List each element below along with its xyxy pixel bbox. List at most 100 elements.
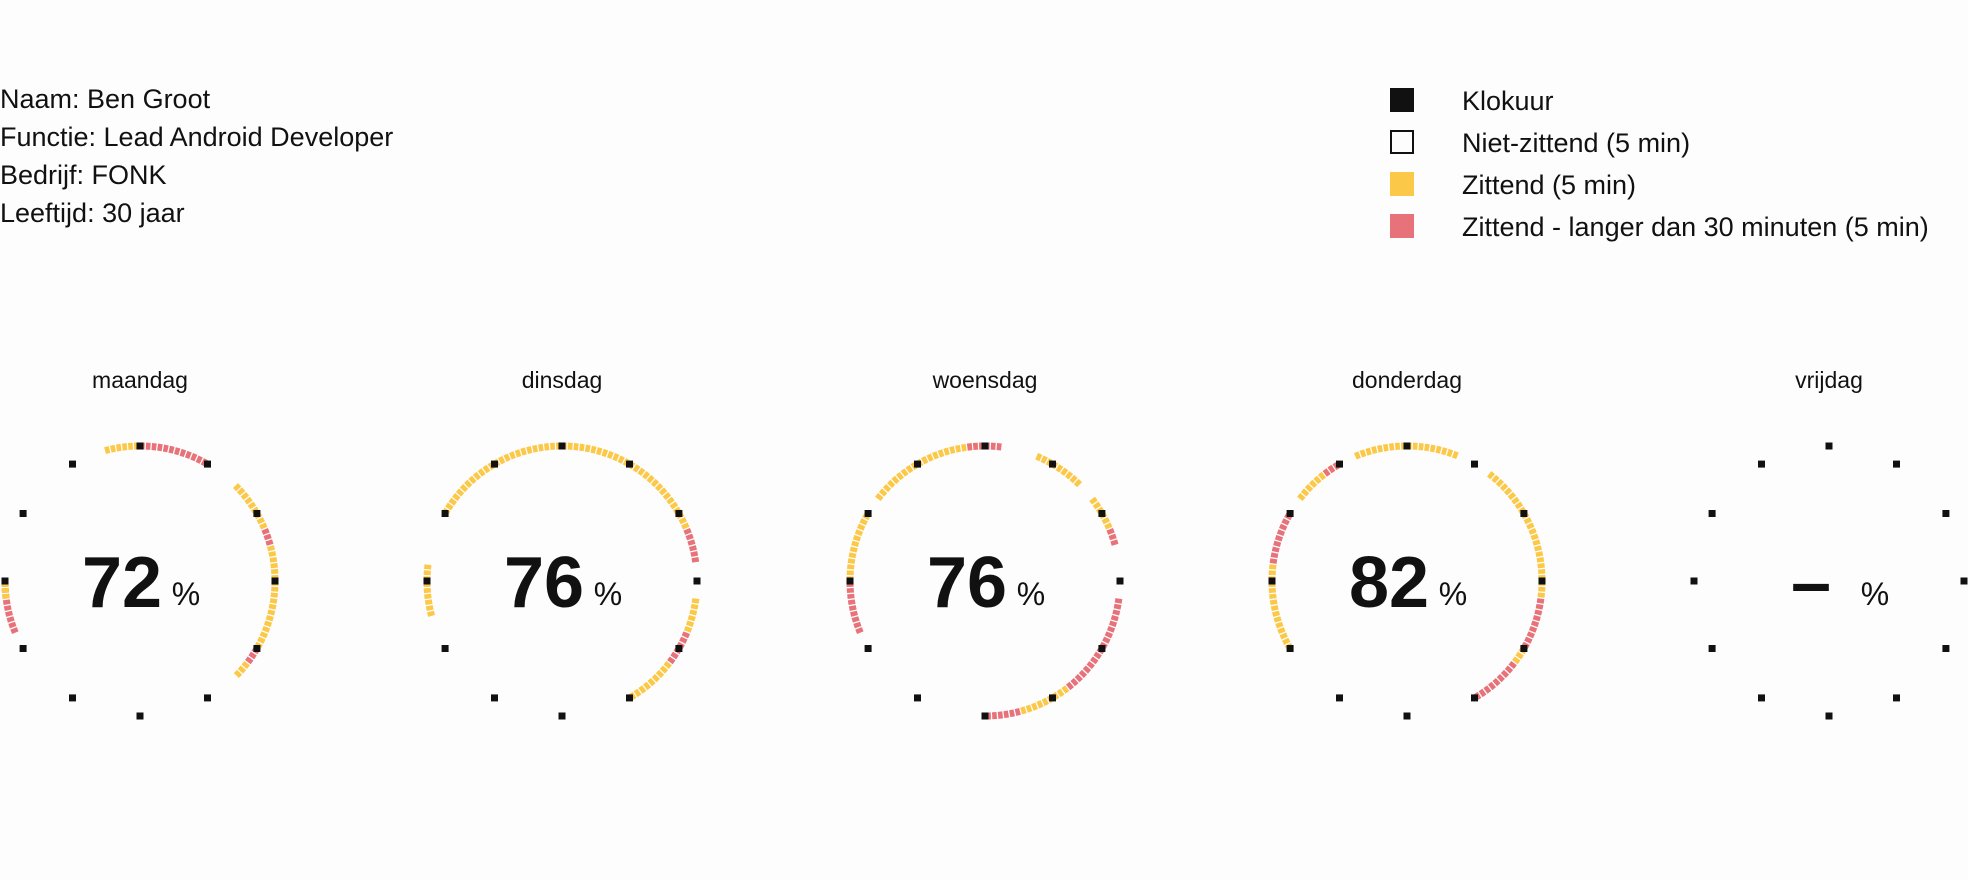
hour-marker — [1471, 460, 1478, 468]
sitting-segment — [1018, 685, 1070, 715]
sitting-segment — [1354, 442, 1408, 460]
legend-swatch-hour — [1390, 88, 1414, 112]
hour-marker — [1893, 694, 1900, 702]
day-chart-donderdag: donderdag 82% — [1268, 367, 1546, 720]
day-chart-vrijdag: vrijdag –% — [1690, 367, 1968, 720]
percent-unit: % — [594, 576, 622, 612]
sitting-segment — [442, 442, 563, 516]
percent-value: 82 — [1349, 543, 1429, 623]
sitting-segment — [1035, 453, 1083, 489]
hour-marker — [626, 694, 633, 702]
hour-marker — [136, 712, 144, 720]
sitting-long-segment — [1106, 528, 1119, 548]
hour-marker — [204, 460, 211, 468]
hour-marker — [1403, 442, 1411, 450]
hour-marker — [1893, 460, 1900, 468]
hour-marker — [423, 577, 431, 585]
sitting-segment — [846, 511, 872, 582]
legend-swatch-sitting — [1390, 172, 1414, 196]
hour-marker — [1049, 694, 1056, 702]
sitting-segment — [875, 442, 986, 501]
sitting-long-segment — [1322, 461, 1342, 477]
legend-label-not-sitting: Niet-zittend (5 min) — [1462, 128, 1691, 158]
sitting-segment — [1089, 496, 1113, 531]
hour-marker — [1336, 460, 1343, 468]
sitting-segment — [232, 483, 268, 531]
hour-marker — [1286, 645, 1294, 652]
hour-marker — [1825, 442, 1833, 450]
hour-marker — [491, 694, 498, 702]
sitting-long-segment — [984, 708, 1021, 720]
profile-role: Functie: Lead Android Developer — [0, 122, 394, 152]
hour-marker — [136, 442, 144, 450]
hour-marker — [253, 510, 261, 517]
percent-unit: % — [172, 576, 200, 612]
hour-marker — [69, 460, 76, 468]
hour-marker — [1336, 694, 1343, 702]
hour-marker — [1116, 577, 1124, 585]
hour-marker — [1403, 712, 1411, 720]
hour-marker — [441, 510, 449, 517]
hour-marker — [693, 577, 701, 585]
hour-marker — [626, 460, 633, 468]
percent-unit: % — [1017, 576, 1045, 612]
sitting-long-segment — [139, 442, 210, 468]
hour-marker — [441, 645, 449, 652]
hour-marker — [981, 442, 989, 450]
sitting-segment — [1406, 442, 1460, 460]
sitting-segment — [232, 661, 250, 679]
hour-marker — [864, 510, 872, 517]
hour-marker — [1825, 712, 1833, 720]
hour-marker — [914, 694, 921, 702]
percent-value: 76 — [927, 543, 1007, 623]
hour-marker — [1286, 510, 1294, 517]
hour-marker — [1960, 577, 1968, 585]
hour-marker — [1538, 577, 1546, 585]
day-label: maandag — [92, 367, 188, 393]
hour-marker — [675, 645, 683, 652]
hour-marker — [1268, 577, 1276, 585]
legend-swatch-not-sitting — [1390, 130, 1414, 154]
hour-marker — [1708, 510, 1716, 517]
sitting-long-segment — [1065, 598, 1123, 691]
sitting-segment — [104, 442, 141, 454]
sitting-segment — [267, 545, 279, 600]
percent-unit: % — [1439, 576, 1467, 612]
hour-marker — [558, 442, 566, 450]
sitting-segment — [561, 442, 660, 489]
sitting-segment — [253, 598, 278, 651]
sitting-segment — [1487, 471, 1546, 600]
sitting-long-segment — [261, 528, 274, 548]
profile-age: Leeftijd: 30 jaar — [0, 198, 185, 228]
sitting-segment — [627, 661, 672, 701]
sitting-long-segment — [683, 528, 700, 564]
day-chart-dinsdag: dinsdag 76% — [423, 367, 701, 720]
day-chart-woensdag: woensdag 76% — [846, 367, 1124, 720]
sitting-segment — [1268, 562, 1294, 651]
sitting-segment — [683, 598, 700, 634]
hour-marker — [19, 645, 27, 652]
sitting-long-segment — [666, 631, 690, 666]
sitting-long-segment — [1269, 511, 1294, 564]
hour-marker — [1520, 645, 1528, 652]
profile-name: Naam: Ben Groot — [0, 84, 211, 114]
sitting-segment — [654, 483, 690, 531]
hour-marker — [1471, 694, 1478, 702]
legend-swatch-sitting-long — [1390, 214, 1414, 238]
hour-marker — [271, 577, 279, 585]
day-label: dinsdag — [522, 367, 603, 393]
percent-value: 72 — [82, 543, 162, 623]
percent-value: 76 — [504, 543, 584, 623]
day-label: vrijdag — [1795, 367, 1863, 393]
legend-label-hour: Klokuur — [1462, 86, 1554, 116]
profile-info: Naam: Ben Groot Functie: Lead Android De… — [0, 80, 393, 232]
hour-marker — [1942, 645, 1950, 652]
hour-marker — [675, 510, 683, 517]
hour-marker — [204, 694, 211, 702]
sitting-long-segment — [966, 442, 986, 451]
sitting-segment — [423, 562, 435, 617]
hour-marker — [558, 712, 566, 720]
percent-unit: % — [1861, 576, 1889, 612]
legend-label-sitting: Zittend (5 min) — [1462, 170, 1637, 200]
